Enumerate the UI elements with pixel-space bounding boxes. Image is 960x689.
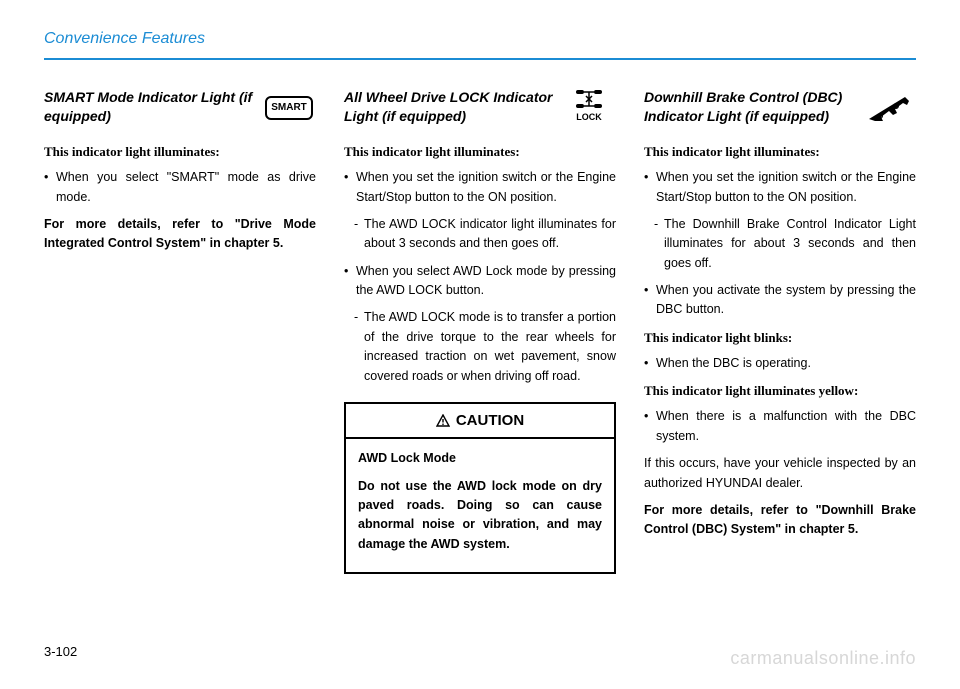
col3-reference: For more details, refer to "Downhill Bra…	[644, 501, 916, 540]
col3-paragraph: If this occurs, have your vehicle inspec…	[644, 454, 916, 493]
col2-bullet-1: When you set the ignition switch or the …	[344, 168, 616, 207]
col2-title: All Wheel Drive LOCK Indicator Light (if…	[344, 88, 554, 126]
col3-subhead-1: This indicator light illuminates:	[644, 142, 916, 162]
column-2: All Wheel Drive LOCK Indicator Light (if…	[344, 88, 616, 574]
warning-icon	[436, 409, 450, 432]
col3-subhead-2: This indicator light blinks:	[644, 328, 916, 348]
smart-mode-icon: SMART	[262, 88, 316, 128]
awd-lock-icon: LOCK	[562, 88, 616, 128]
col2-dash-2: The AWD LOCK mode is to transfer a porti…	[344, 308, 616, 386]
column-1: SMART Mode Indicator Light (if equipped)…	[44, 88, 316, 574]
lock-label: LOCK	[576, 112, 602, 122]
col2-dash-1: The AWD LOCK indicator light illuminates…	[344, 215, 616, 254]
col1-bullet-1: When you select "SMART" mode as drive mo…	[44, 168, 316, 207]
section-header: Convenience Features	[44, 30, 916, 60]
col3-dash-1: The Downhill Brake Control Indicator Lig…	[644, 215, 916, 273]
col3-subhead-3: This indicator light illuminates yellow:	[644, 381, 916, 401]
col1-subhead-1: This indicator light illuminates:	[44, 142, 316, 162]
col3-bullet-3: When the DBC is operating.	[644, 354, 916, 373]
col1-reference: For more details, refer to "Drive Mode I…	[44, 215, 316, 254]
caution-box: CAUTION AWD Lock Mode Do not use the AWD…	[344, 402, 616, 574]
caution-header: CAUTION	[346, 404, 614, 439]
col2-bullet-2: When you select AWD Lock mode by pressin…	[344, 262, 616, 301]
col3-bullet-1: When you set the ignition switch or the …	[644, 168, 916, 207]
column-3: Downhill Brake Control (DBC) Indicator L…	[644, 88, 916, 574]
caution-subhead: AWD Lock Mode	[358, 449, 602, 468]
dbc-icon	[862, 88, 916, 128]
page-number: 3-102	[44, 644, 77, 659]
watermark: carmanualsonline.info	[730, 648, 916, 669]
content-columns: SMART Mode Indicator Light (if equipped)…	[44, 88, 916, 574]
col2-subhead-1: This indicator light illuminates:	[344, 142, 616, 162]
col3-title: Downhill Brake Control (DBC) Indicator L…	[644, 88, 854, 126]
col3-bullet-4: When there is a malfunction with the DBC…	[644, 407, 916, 446]
col3-bullet-2: When you activate the system by pressing…	[644, 281, 916, 320]
caution-body-text: Do not use the AWD lock mode on dry pave…	[358, 477, 602, 555]
col1-title: SMART Mode Indicator Light (if equipped)	[44, 88, 254, 126]
